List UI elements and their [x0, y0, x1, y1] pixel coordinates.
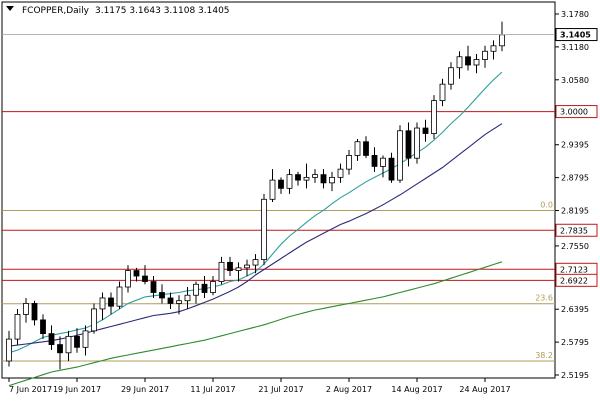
candle-body: [363, 141, 369, 156]
y-axis-tick-label: 2.9395: [561, 141, 589, 150]
plot-frame: [1, 1, 556, 379]
y-axis-tick-label: 2.5795: [561, 338, 589, 347]
price-level-tag-label: 2.7835: [560, 226, 588, 235]
candle-body: [380, 157, 386, 167]
price-level-tag-label: 2.6922: [560, 276, 588, 285]
candle-body: [6, 338, 12, 362]
candle-body: [159, 292, 165, 299]
candle-body: [439, 83, 446, 102]
candle-body: [227, 261, 233, 271]
y-axis-tick-label: 2.8195: [561, 207, 589, 216]
candle-body: [295, 174, 301, 181]
candle-body: [337, 168, 344, 178]
symbol-label: FCOPPER,Daily: [22, 6, 90, 16]
candle-body: [329, 176, 335, 184]
price-level-tag-label: 2.7123: [560, 265, 588, 274]
candle-body: [261, 198, 267, 261]
candle-body: [244, 264, 250, 269]
x-axis-tick-label: 11 Jul 2017: [190, 385, 235, 394]
x-axis-tick-label: 19 Jun 2017: [53, 385, 101, 394]
candle-body: [482, 50, 488, 60]
candle-body: [125, 270, 131, 288]
candle-body: [23, 303, 29, 315]
y-axis-tick-label: 3.1780: [561, 10, 589, 19]
candle-body: [150, 281, 157, 293]
x-axis-tick-label: 21 Jul 2017: [258, 385, 303, 394]
candle-body: [31, 303, 38, 321]
x-axis-tick-label: 7 Jun 2017: [9, 385, 52, 394]
fib-level-label: 0.0: [540, 201, 553, 210]
candle-body: [278, 179, 284, 189]
candle-body: [431, 100, 437, 134]
candle-body: [82, 330, 89, 348]
y-axis-tick-label: 2.8795: [561, 174, 589, 183]
candle-body: [57, 344, 63, 354]
candle-body: [210, 281, 216, 293]
fib-level-label: 23.6: [535, 294, 553, 303]
ohlc-values: 3.1175 3.1643 3.1108 3.1405: [95, 6, 230, 16]
candle-body: [269, 179, 276, 200]
x-axis-tick-label: 29 Jun 2017: [121, 385, 169, 394]
candle-body: [422, 127, 429, 134]
candle-body: [312, 174, 318, 178]
candle-body: [473, 59, 480, 66]
candle-body: [176, 300, 182, 304]
moving-average-line: [8, 123, 503, 347]
collapse-arrow-icon[interactable]: [6, 6, 14, 11]
candle-body: [354, 141, 361, 156]
y-axis-tick-label: 2.6395: [561, 305, 589, 314]
fib-level-label: 38.2: [535, 351, 553, 360]
candle-body: [397, 130, 403, 181]
price-level-tag-label: 3.0000: [560, 108, 588, 117]
candle-body: [167, 297, 174, 304]
candle-body: [48, 333, 55, 345]
candle-body: [371, 155, 378, 167]
x-axis-tick-label: 24 Aug 2017: [459, 385, 510, 394]
candle-body: [91, 308, 97, 332]
candle-body: [142, 275, 148, 282]
candle-body: [346, 155, 352, 170]
candle-body: [388, 157, 395, 181]
candle-body: [320, 174, 327, 184]
candle-body: [184, 294, 191, 302]
candle-body: [490, 45, 497, 52]
price-level-tag: [555, 273, 598, 287]
candle-body: [133, 270, 140, 277]
price-level-tag: [555, 105, 598, 119]
y-axis-tick-label: 2.7550: [561, 242, 589, 251]
candle-body: [74, 335, 80, 348]
candle-body: [218, 261, 225, 282]
candle-body: [499, 34, 505, 47]
moving-average-line: [8, 261, 503, 387]
candle-body: [286, 174, 293, 189]
candle-body: [456, 56, 463, 69]
y-axis-tick-label: 3.0580: [561, 76, 589, 85]
y-axis-tick-label: 3.1180: [561, 43, 589, 52]
x-axis-tick-label: 2 Aug 2017: [326, 385, 372, 394]
current-price-label: 3.1405: [560, 31, 591, 40]
candle-body: [14, 314, 21, 340]
candle-body: [116, 286, 123, 307]
candle-body: [193, 283, 199, 296]
price-level-tag: [555, 223, 598, 237]
candle-body: [108, 297, 114, 307]
candle-body: [414, 127, 420, 159]
candle-body: [40, 319, 46, 335]
candle-body: [201, 283, 208, 293]
candle-body: [252, 259, 259, 266]
candle-body: [303, 176, 310, 181]
candle-body: [405, 130, 412, 159]
candle-body: [465, 56, 471, 66]
candle-body: [448, 67, 454, 85]
y-axis-tick-label: 2.5195: [561, 371, 589, 380]
chart-header: FCOPPER,Daily 3.1175 3.1643 3.1108 3.1405: [22, 6, 230, 16]
candle-body: [235, 267, 242, 271]
current-price-tag: [555, 28, 598, 42]
candle-body: [65, 335, 72, 354]
candle-body: [99, 297, 106, 310]
x-axis-tick-label: 14 Aug 2017: [391, 385, 442, 394]
